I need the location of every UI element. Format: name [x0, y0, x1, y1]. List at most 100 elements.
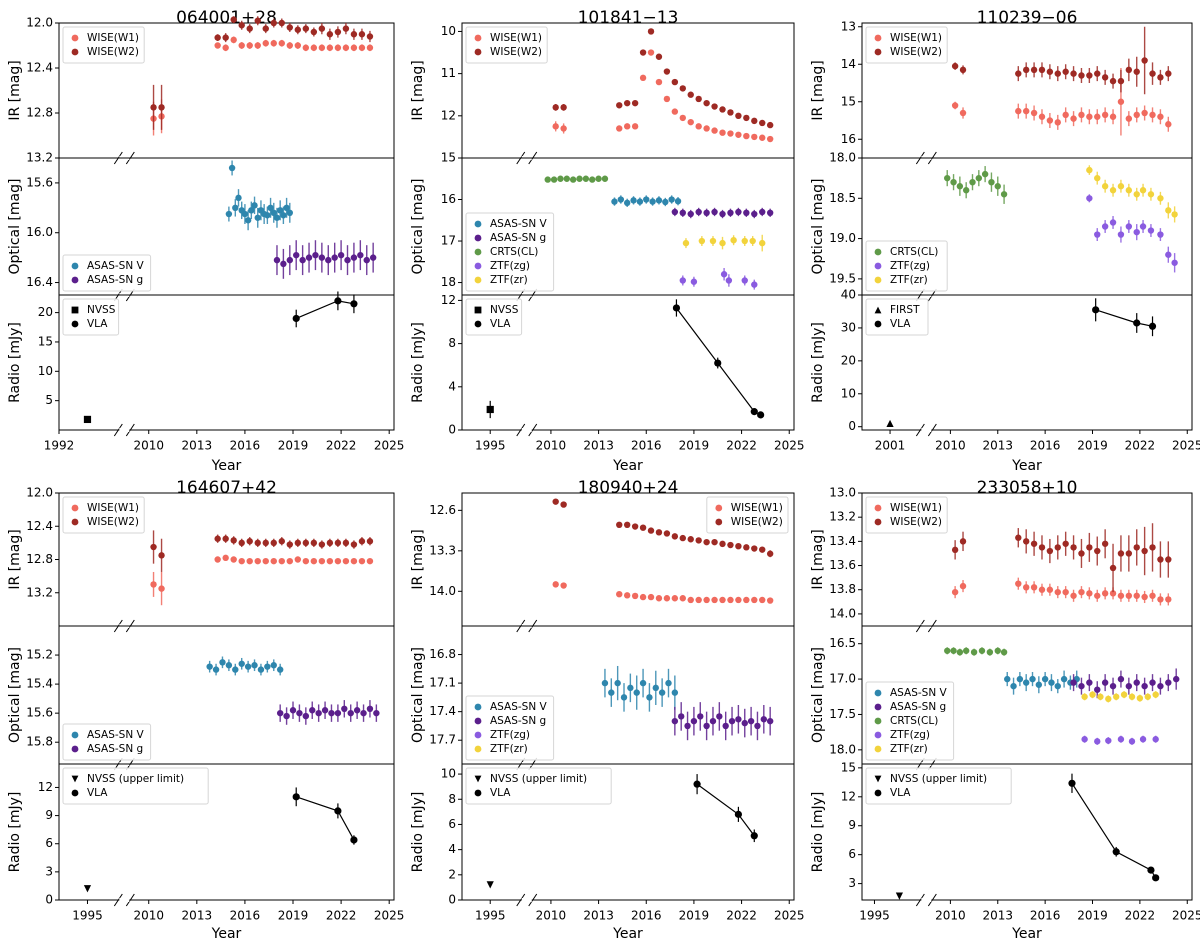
data-point	[262, 40, 269, 47]
data-point	[267, 204, 274, 212]
data-point	[270, 662, 277, 669]
xtick-label: 2016	[230, 909, 261, 923]
data-point	[614, 679, 621, 687]
data-point	[647, 527, 655, 534]
data-point	[658, 689, 666, 696]
data-point	[679, 85, 686, 92]
radio-axes-frame	[58, 294, 395, 431]
data-point	[286, 42, 294, 49]
data-point	[986, 648, 994, 656]
ytick-label: 16.0	[26, 225, 53, 239]
data-point	[595, 175, 602, 182]
xtick-label: 1995	[475, 909, 506, 923]
optical-legend: ASAS-SN V ASAS-SN g	[62, 254, 152, 292]
data-point	[743, 596, 750, 604]
data-point	[305, 254, 313, 261]
data-point	[759, 134, 766, 141]
axis-break-mark	[113, 893, 123, 907]
data-point	[719, 210, 726, 218]
data-point	[315, 709, 322, 717]
data-point	[719, 540, 726, 548]
data-point	[766, 597, 774, 604]
data-point	[608, 689, 615, 696]
radio-point-nvss-upper-limit	[895, 892, 903, 900]
data-point	[232, 204, 239, 212]
legend-label: ASAS-SN g	[490, 232, 546, 244]
data-point	[631, 99, 639, 107]
optical-legend: ASAS-SN V ASAS-SN g CRTS(CL) ZTF(zg) ZTF(zr)	[865, 681, 955, 761]
radio-point-vla	[693, 780, 701, 788]
data-point	[293, 251, 300, 259]
data-point	[1120, 691, 1128, 698]
legend-marker	[874, 48, 882, 56]
data-point	[246, 42, 253, 49]
data-point	[766, 550, 774, 557]
data-point	[278, 557, 285, 565]
optical-ylabel: Optical [mag]	[7, 179, 23, 275]
legend-label: ZTF(zr)	[490, 743, 528, 755]
data-point	[1149, 70, 1156, 77]
data-point	[286, 209, 294, 216]
data-point	[278, 19, 285, 27]
legend-marker	[474, 48, 482, 56]
ytick-label: 17.7	[429, 733, 456, 747]
series-asas-sn-g	[671, 207, 774, 219]
data-point	[944, 647, 951, 654]
legend-label: VLA	[890, 318, 911, 330]
ytick-label: 3	[848, 876, 856, 890]
data-point	[647, 593, 655, 601]
data-point	[238, 22, 245, 29]
ytick-label: 17.1	[429, 676, 456, 690]
data-point	[766, 121, 774, 129]
data-point	[703, 596, 710, 604]
data-point	[643, 196, 650, 203]
data-point	[671, 78, 679, 86]
data-point	[1139, 223, 1147, 230]
data-point	[1000, 191, 1008, 198]
ytick-label: 6	[448, 817, 456, 831]
data-point	[671, 108, 679, 115]
data-point	[1054, 682, 1061, 690]
data-point	[334, 539, 342, 547]
data-point	[951, 62, 959, 70]
optical-ylabel: Optical [mag]	[410, 179, 426, 275]
ytick-label: 12.4	[26, 519, 53, 533]
data-point	[1086, 113, 1093, 120]
data-point	[631, 123, 639, 130]
data-point	[1171, 259, 1178, 266]
ir-subplot: 12.6 13.3 14.0IR [mag] WISE(W1) WISE(W2)	[410, 492, 795, 633]
panel-064001-28: 064001+28 12.0 12.4 12.8 13.2 IR [mag] WISE(W1…	[7, 8, 404, 474]
series-wise-w2	[552, 498, 774, 558]
data-point	[671, 533, 679, 540]
ir-subplot: 10 11 12 IR [mag] WISE(W1) WISE(W2)	[410, 22, 795, 165]
data-point	[576, 175, 583, 182]
axis-break-gap	[521, 428, 532, 432]
data-point	[230, 36, 237, 44]
data-point	[312, 251, 319, 259]
axis-break-mark	[528, 893, 538, 907]
series-wise-w1	[951, 68, 1172, 136]
data-point	[1038, 66, 1046, 74]
optical-legend: ASAS-SN V ASAS-SN g ZTF(zg) ZTF(zr)	[465, 695, 555, 761]
xtick-label: 2025	[1172, 909, 1200, 923]
radio-point-vla	[292, 793, 300, 801]
data-point	[1094, 686, 1101, 693]
axis-break-mark	[927, 423, 937, 437]
radio-ylabel: Radio [mJy]	[410, 322, 426, 403]
legend-label: VLA	[490, 318, 511, 330]
data-point	[1109, 187, 1117, 194]
data-point	[741, 237, 748, 245]
data-point	[276, 666, 284, 673]
data-point	[552, 123, 559, 130]
data-point	[616, 590, 623, 598]
data-point	[1165, 596, 1172, 603]
data-point	[735, 112, 742, 120]
data-point	[711, 208, 718, 216]
data-point	[1004, 675, 1011, 683]
data-point	[286, 541, 294, 548]
series-asas-sn-v	[1004, 670, 1080, 695]
data-point	[1070, 592, 1077, 599]
data-point	[150, 543, 157, 551]
data-point	[326, 539, 334, 547]
